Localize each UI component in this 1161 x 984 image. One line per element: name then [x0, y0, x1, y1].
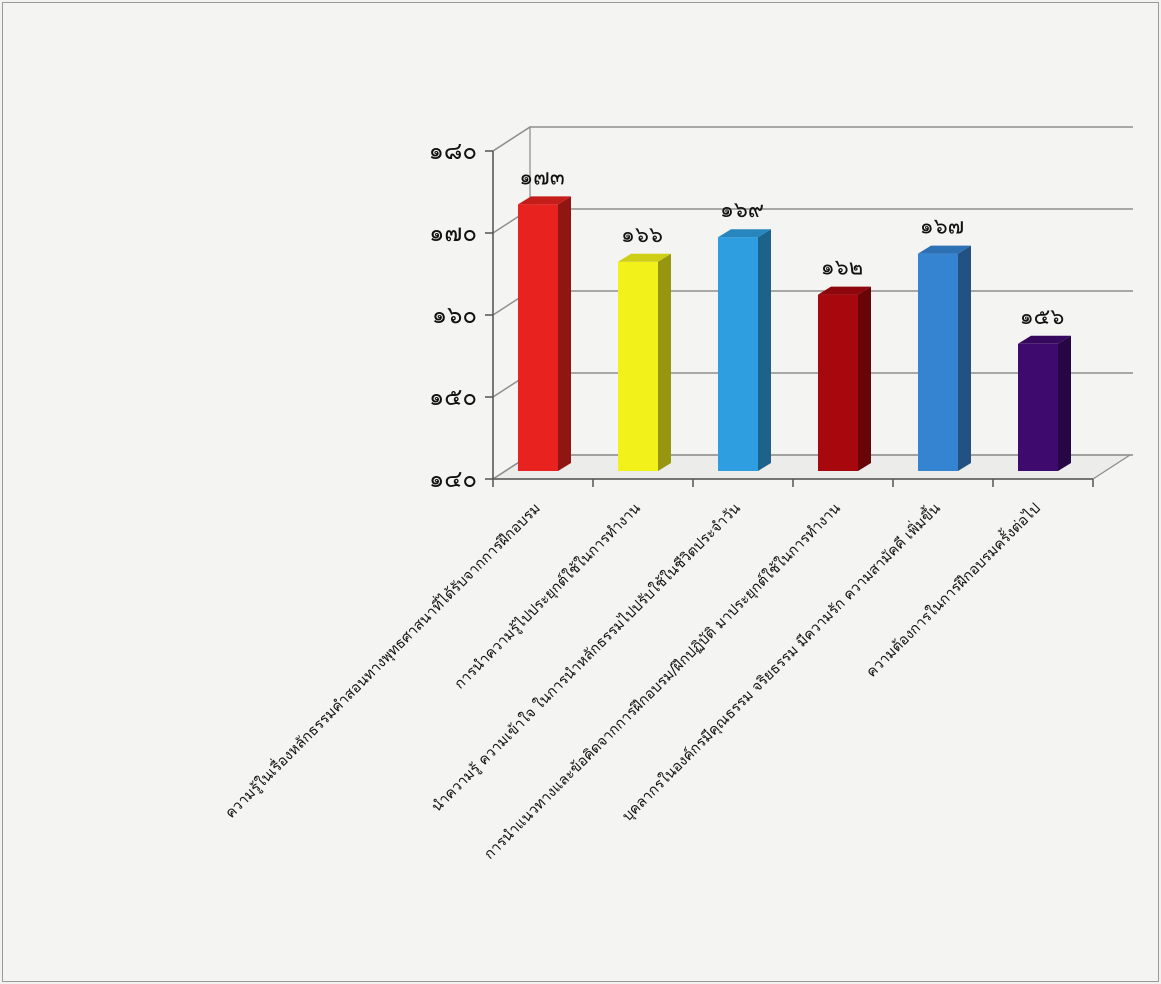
category-labels: ความรู้ในเรื่องหลักธรรมคำสอนทางพุทธศาสนา… [220, 498, 1043, 863]
data-label: ๑๗๓ [519, 165, 565, 190]
data-label: ๑๕๖ [1020, 305, 1065, 330]
bar-top [918, 245, 971, 254]
bar-top [718, 229, 771, 238]
bar [1018, 335, 1071, 471]
y-tick-label: ๑๖๐ [432, 301, 477, 329]
data-label: ๑๖๖ [621, 223, 663, 248]
bar-front [518, 204, 558, 471]
gridline [492, 208, 1133, 234]
y-tick-label: ๑๘๐ [429, 137, 477, 165]
bar-side [858, 286, 871, 471]
data-label: ๑๖๙ [720, 198, 764, 223]
data-label: ๑๖๗ [920, 215, 964, 240]
y-tick-labels: ๑๔๐ ๑๕๐ ๑๖๐ ๑๗๐ ๑๘๐ [429, 137, 477, 493]
bar [618, 253, 671, 471]
bar-front [618, 261, 658, 471]
bar-side [558, 196, 571, 471]
y-tick-label: ๑๗๐ [429, 219, 477, 247]
category-label: ความต้องการในการฝึกอบรมครั้งต่อไป [861, 498, 1044, 681]
bar-top [518, 196, 571, 205]
bar [718, 229, 771, 471]
data-label: ๑๖๒ [821, 256, 863, 281]
gridline [492, 126, 1133, 152]
bar-side [1058, 335, 1071, 471]
bar-top [1018, 335, 1071, 344]
bar [918, 245, 971, 471]
bars [518, 196, 1071, 471]
bar-front [818, 294, 858, 471]
category-label: บุคลากรในองค์กรมีคุณธรรม จริยธรรม มีความ… [617, 498, 944, 825]
bar [818, 286, 871, 471]
y-tick-label: ๑๔๐ [429, 465, 477, 493]
bar-front [1018, 343, 1058, 471]
bar-front [918, 253, 958, 471]
category-label: การนำความรู้ไปประยุกต์ใช้ในการทำงาน [450, 499, 643, 692]
bar-front [718, 237, 758, 471]
bar-side [658, 253, 671, 471]
axes [485, 150, 1094, 487]
bar [518, 196, 571, 471]
category-label: การนำแนวทางและข้อคิดจากการฝึกอบรม/ฝึกปฏิ… [480, 499, 844, 863]
bar-side [958, 245, 971, 471]
bar-top [618, 253, 671, 262]
bar-top [818, 286, 871, 295]
y-tick-label: ๑๕๐ [429, 383, 477, 411]
bar-side [758, 229, 771, 471]
